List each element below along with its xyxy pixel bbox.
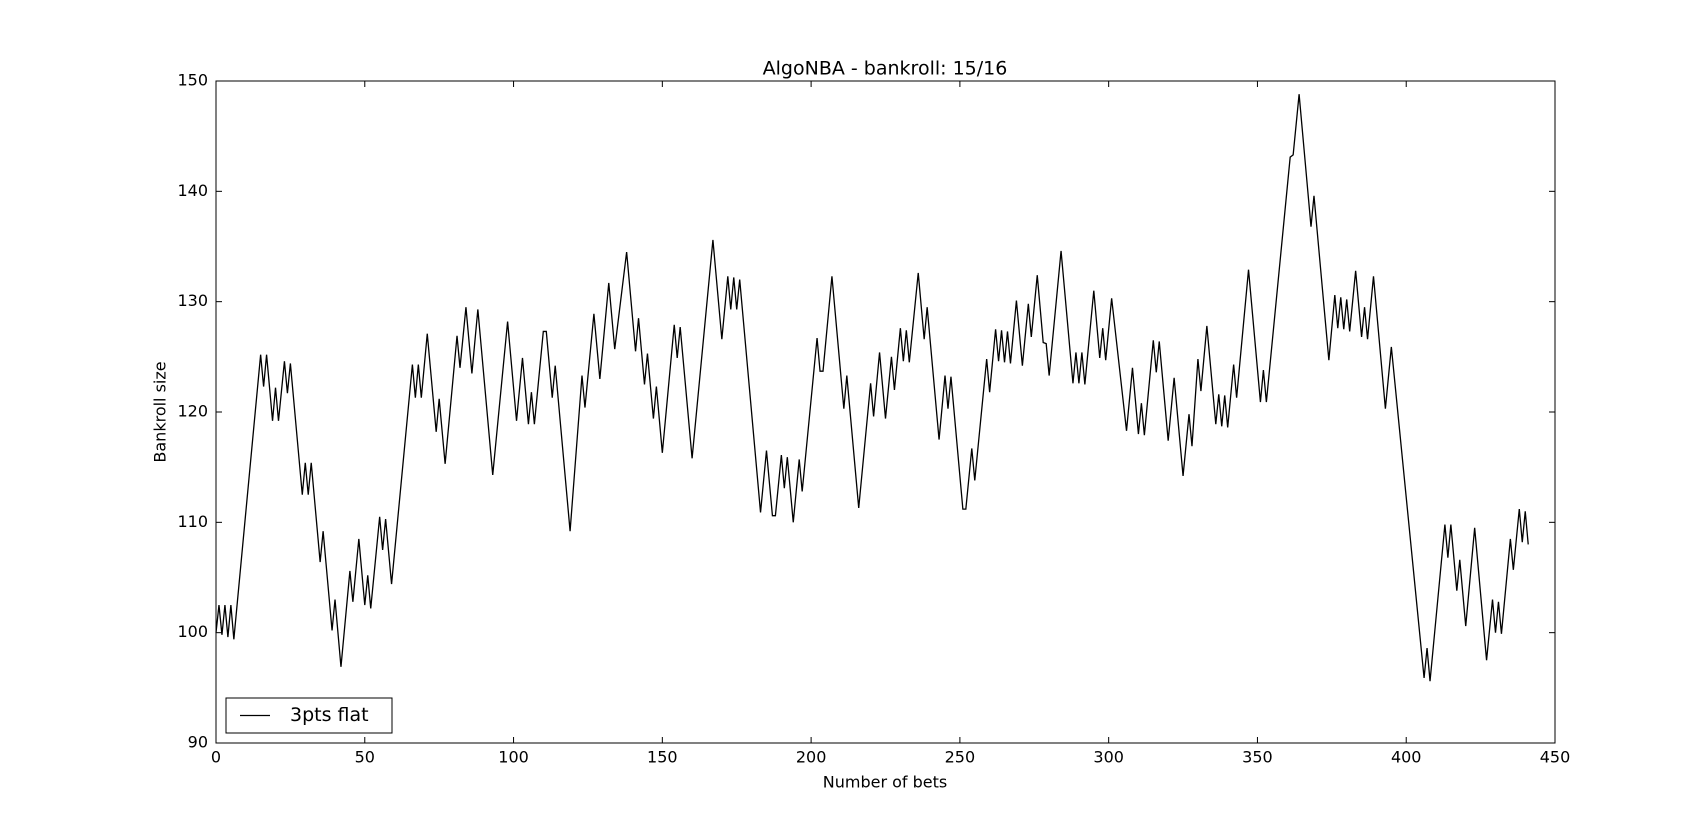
x-tick-label: 250 — [945, 748, 976, 767]
x-tick-label: 300 — [1093, 748, 1124, 767]
data-line — [215, 94, 1529, 682]
x-tick-label: 150 — [647, 748, 678, 767]
y-tick-label: 130 — [177, 291, 208, 310]
x-tick-label: 100 — [498, 748, 529, 767]
y-tick-label: 120 — [177, 402, 208, 421]
x-tick-label: 0 — [211, 748, 221, 767]
y-tick-label: 100 — [177, 622, 208, 641]
y-tick-label: 150 — [177, 71, 208, 90]
x-tick-label: 200 — [796, 748, 827, 767]
x-tick-label: 450 — [1540, 748, 1571, 767]
y-tick-label: 140 — [177, 181, 208, 200]
y-tick-label: 90 — [188, 733, 208, 752]
legend-label: 3pts flat — [290, 704, 369, 726]
chart-title: AlgoNBA - bankroll: 15/16 — [763, 58, 1008, 80]
y-tick-label: 110 — [177, 512, 208, 531]
x-tick-label: 50 — [355, 748, 375, 767]
x-tick-label: 350 — [1242, 748, 1273, 767]
y-axis-label: Bankroll size — [151, 361, 170, 462]
x-tick-label: 400 — [1391, 748, 1422, 767]
plot-frame — [215, 80, 1556, 744]
x-axis-label: Number of bets — [823, 773, 947, 792]
